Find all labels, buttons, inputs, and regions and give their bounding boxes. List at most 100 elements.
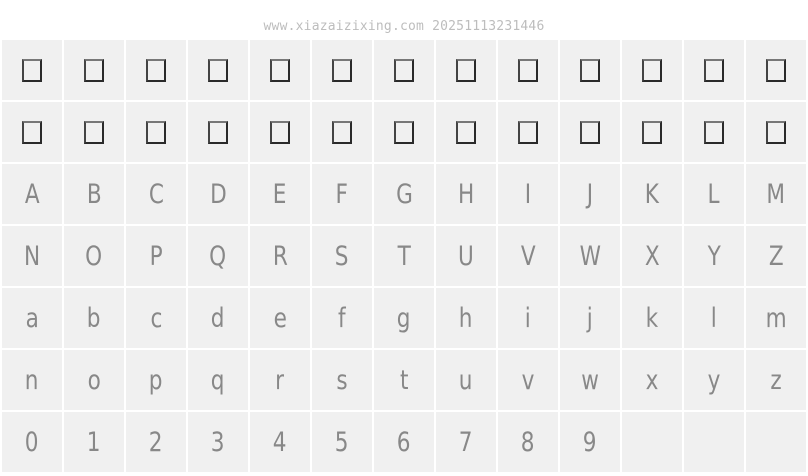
glyph-cell: v <box>498 350 558 410</box>
glyph-char: A <box>24 178 40 210</box>
glyph-char: M <box>766 178 786 210</box>
missing-glyph-icon <box>642 58 662 82</box>
glyph-cell <box>746 40 806 100</box>
glyph-char: R <box>272 240 288 272</box>
missing-glyph-icon <box>22 58 42 82</box>
glyph-cell: G <box>374 164 434 224</box>
glyph-cell: W <box>560 226 620 286</box>
missing-glyph-icon <box>642 120 662 144</box>
glyph-char: u <box>459 364 473 396</box>
glyph-char: m <box>765 302 787 334</box>
glyph-char: 9 <box>583 426 597 458</box>
glyph-cell <box>436 40 496 100</box>
glyph-cell <box>64 40 124 100</box>
glyph-char: t <box>399 364 409 396</box>
glyph-char: Q <box>209 240 227 272</box>
glyph-char: E <box>273 178 287 210</box>
glyph-char: i <box>524 302 531 334</box>
glyph-cell: 1 <box>64 412 124 472</box>
glyph-char: H <box>457 178 475 210</box>
glyph-cell <box>746 102 806 162</box>
missing-glyph-icon <box>580 58 600 82</box>
glyph-cell <box>312 40 372 100</box>
missing-glyph-icon <box>394 58 414 82</box>
missing-glyph-icon <box>766 120 786 144</box>
glyph-cell: 6 <box>374 412 434 472</box>
glyph-char: U <box>458 240 474 272</box>
glyph-char: h <box>459 302 473 334</box>
glyph-char: T <box>397 240 411 272</box>
glyph-cell <box>126 40 186 100</box>
glyph-char: Z <box>768 240 784 272</box>
glyph-cell <box>312 102 372 162</box>
glyph-char: I <box>524 178 532 210</box>
glyph-cell <box>684 102 744 162</box>
glyph-cell: 8 <box>498 412 558 472</box>
glyph-cell <box>188 40 248 100</box>
glyph-char: n <box>25 364 39 396</box>
glyph-cell <box>126 102 186 162</box>
glyph-char: s <box>336 364 348 396</box>
glyph-char: z <box>770 364 782 396</box>
missing-glyph-icon <box>84 120 104 144</box>
glyph-char: b <box>87 302 101 334</box>
glyph-cell: k <box>622 288 682 348</box>
glyph-cell: 4 <box>250 412 310 472</box>
glyph-char: C <box>148 178 164 210</box>
glyph-cell: t <box>374 350 434 410</box>
missing-glyph-icon <box>704 120 724 144</box>
glyph-char: p <box>149 364 163 396</box>
glyph-cell <box>684 40 744 100</box>
glyph-char: r <box>275 364 285 396</box>
glyph-cell: O <box>64 226 124 286</box>
glyph-cell: 3 <box>188 412 248 472</box>
glyph-cell: B <box>64 164 124 224</box>
glyph-char: j <box>586 302 593 334</box>
glyph-char: o <box>87 364 101 396</box>
glyph-cell: I <box>498 164 558 224</box>
missing-glyph-icon <box>208 58 228 82</box>
glyph-char: 0 <box>25 426 39 458</box>
glyph-cell <box>64 102 124 162</box>
glyph-cell <box>250 40 310 100</box>
glyph-cell: u <box>436 350 496 410</box>
glyph-char: N <box>23 240 41 272</box>
glyph-cell: S <box>312 226 372 286</box>
glyph-cell: n <box>2 350 62 410</box>
glyph-char: Y <box>707 240 721 272</box>
glyph-cell: 2 <box>126 412 186 472</box>
glyph-char: 4 <box>273 426 287 458</box>
glyph-char: X <box>644 240 660 272</box>
glyph-cell: 7 <box>436 412 496 472</box>
missing-glyph-icon <box>146 58 166 82</box>
glyph-cell: J <box>560 164 620 224</box>
glyph-cell: w <box>560 350 620 410</box>
glyph-cell <box>436 102 496 162</box>
glyph-char: 6 <box>397 426 411 458</box>
glyph-cell: d <box>188 288 248 348</box>
glyph-cell: j <box>560 288 620 348</box>
glyph-cell: x <box>622 350 682 410</box>
glyph-cell <box>622 412 682 472</box>
glyph-cell <box>560 40 620 100</box>
glyph-char: K <box>644 178 660 210</box>
glyph-cell <box>374 102 434 162</box>
glyph-char: O <box>85 240 103 272</box>
glyph-cell: E <box>250 164 310 224</box>
missing-glyph-icon <box>456 58 476 82</box>
glyph-char: D <box>209 178 227 210</box>
glyph-cell: o <box>64 350 124 410</box>
missing-glyph-icon <box>84 58 104 82</box>
glyph-cell: c <box>126 288 186 348</box>
glyph-char: l <box>710 302 717 334</box>
glyph-cell: A <box>2 164 62 224</box>
glyph-char: a <box>25 302 39 334</box>
glyph-char: G <box>395 178 413 210</box>
glyph-cell <box>250 102 310 162</box>
glyph-cell: 0 <box>2 412 62 472</box>
glyph-char: F <box>335 178 349 210</box>
glyph-cell <box>2 102 62 162</box>
missing-glyph-icon <box>394 120 414 144</box>
glyph-cell: N <box>2 226 62 286</box>
